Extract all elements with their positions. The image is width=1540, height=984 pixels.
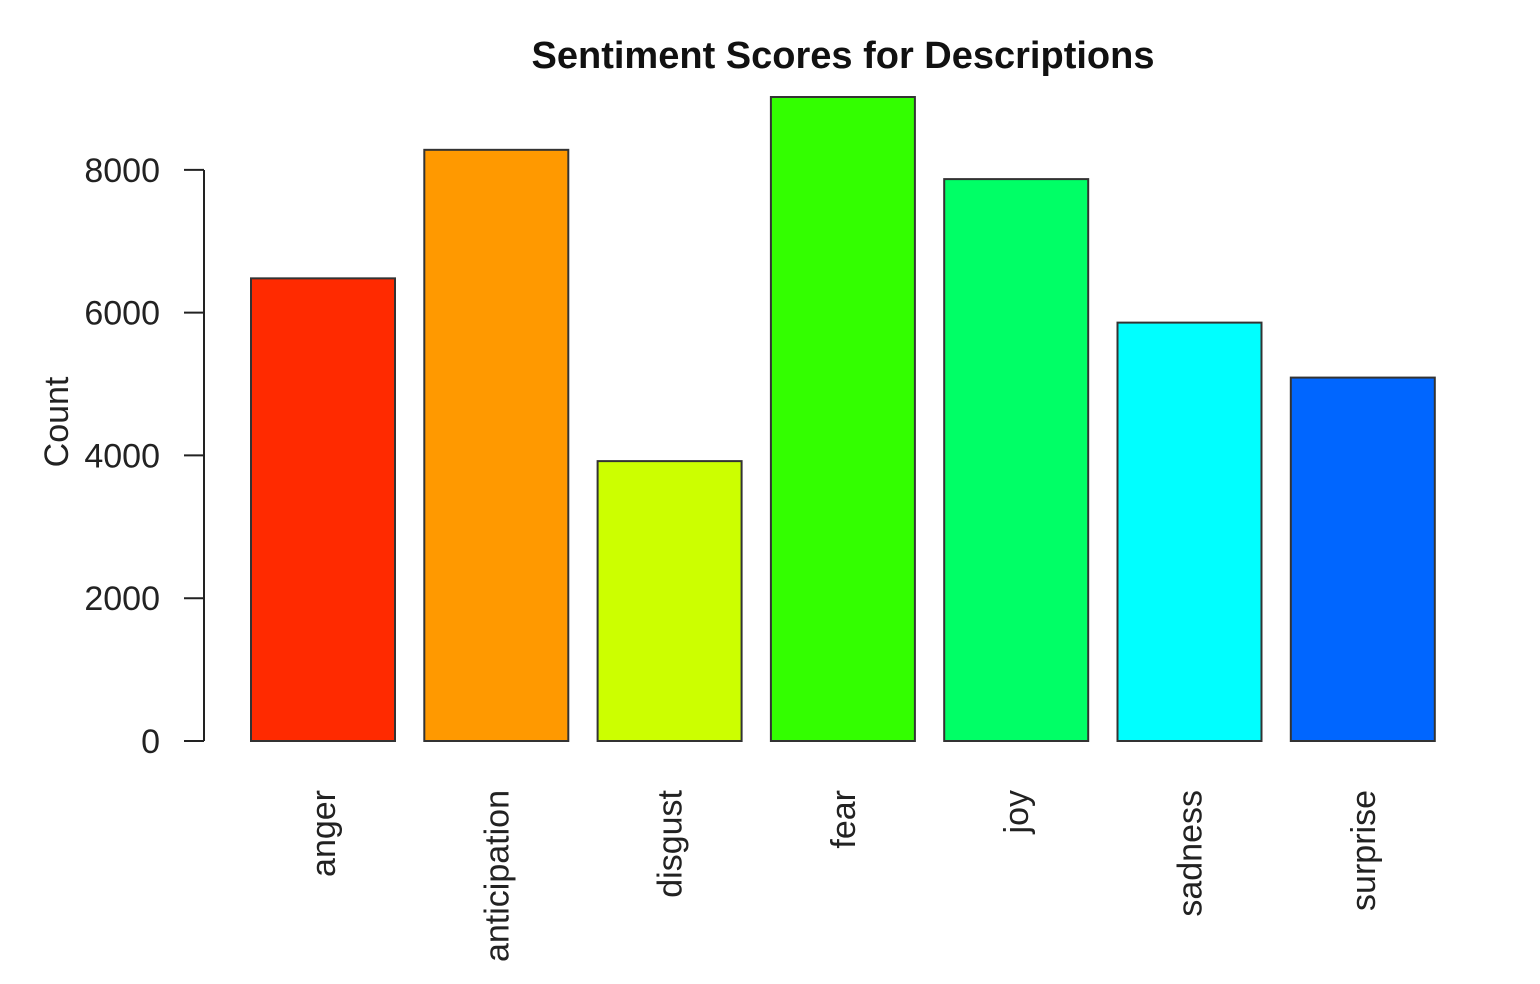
bar-surprise (1289, 376, 1436, 742)
chart-title: Sentiment Scores for Descriptions (532, 35, 1155, 77)
y-tick-label: 2000 (84, 580, 160, 618)
y-tick-label: 0 (141, 723, 160, 761)
bar-disgust (596, 460, 743, 742)
y-tick-label: 4000 (84, 437, 160, 475)
bar-fear (769, 96, 916, 742)
y-axis-title: Count (38, 376, 76, 467)
x-category-label-sadness: sadness (1172, 790, 1210, 917)
y-tick-label: 6000 (84, 295, 160, 333)
category-labels-group: anger anticipation disgust fear joy sadness su… (305, 789, 1383, 962)
x-category-label-fear: fear (825, 790, 863, 849)
bar-sadness (1116, 321, 1263, 742)
bar-anger (250, 277, 396, 742)
bar-anticipation (423, 148, 570, 743)
x-category-label-disgust: disgust (652, 789, 690, 897)
x-category-label-anger: anger (305, 790, 343, 877)
y-axis: 0 2000 4000 6000 8000 (84, 152, 205, 761)
x-category-label-anticipation: anticipation (478, 790, 516, 962)
bars-group (250, 96, 1436, 743)
bar-joy (943, 178, 1090, 742)
x-category-label-surprise: surprise (1345, 790, 1383, 911)
x-category-label-joy: joy (998, 790, 1036, 834)
y-tick-label: 8000 (84, 152, 160, 190)
